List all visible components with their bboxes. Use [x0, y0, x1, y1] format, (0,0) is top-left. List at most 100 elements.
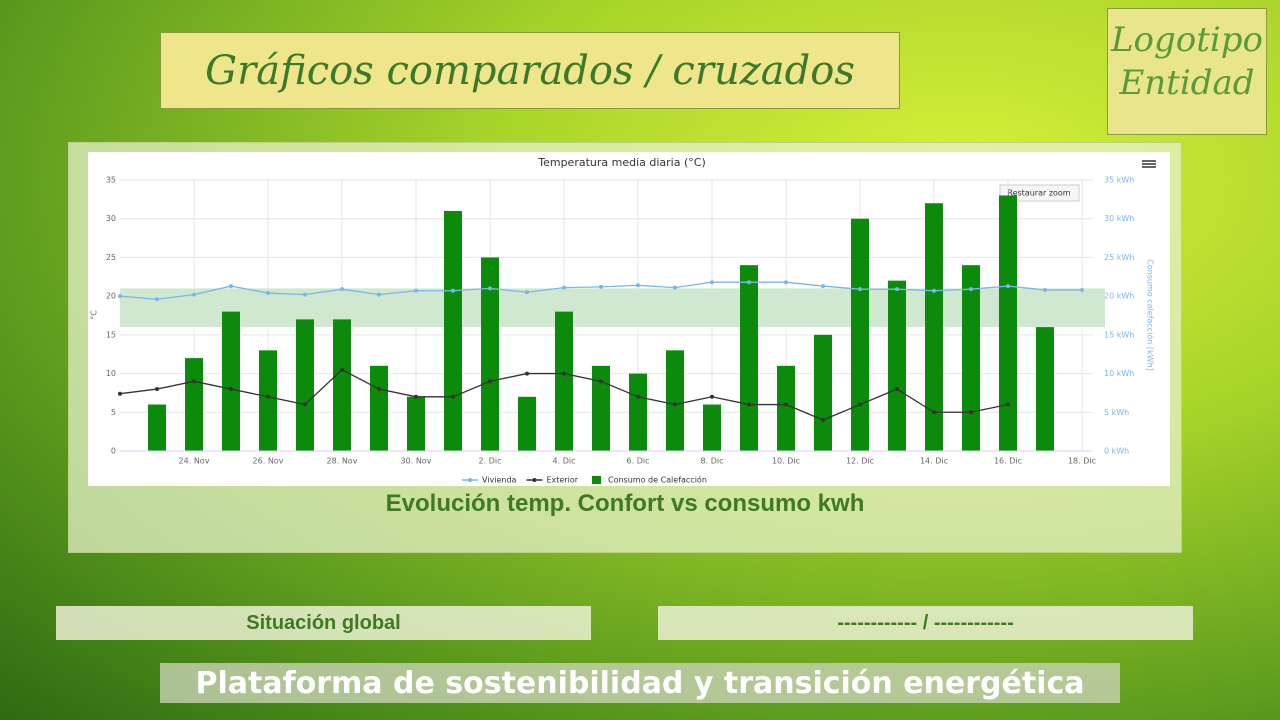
y-tick-label: 15 — [106, 330, 116, 339]
bar — [703, 404, 721, 451]
bar — [222, 311, 240, 451]
point — [747, 402, 751, 407]
point — [488, 286, 492, 291]
point — [155, 387, 159, 392]
point — [451, 288, 455, 293]
bar — [185, 358, 203, 451]
legend-label: Vivienda — [482, 476, 517, 485]
bar — [925, 203, 943, 451]
logo-line: Entidad — [1119, 62, 1255, 103]
point — [488, 379, 492, 384]
x-tick-label: 14. Dic — [920, 457, 948, 466]
point — [451, 394, 455, 399]
y2-tick-label: 35 kWh — [1104, 176, 1134, 185]
x-tick-label: 16. Dic — [994, 457, 1022, 466]
point — [932, 410, 936, 415]
point — [118, 391, 122, 396]
y-tick-label: 20 — [106, 292, 116, 301]
x-tick-label: 30. Nov — [401, 457, 432, 466]
bar — [888, 280, 906, 451]
bar — [259, 350, 277, 451]
point — [562, 371, 566, 376]
y2-tick-label: 15 kWh — [1104, 330, 1134, 339]
point — [895, 287, 899, 292]
bar — [444, 210, 462, 451]
point — [303, 292, 307, 297]
point — [229, 284, 233, 289]
point — [710, 394, 714, 399]
legend-swatch — [592, 476, 601, 484]
y2-axis-title: Consumo calefacción [kWh] — [1146, 259, 1156, 371]
header-title: Gráficos comparados / cruzados — [160, 32, 900, 109]
point — [266, 291, 270, 296]
point — [229, 387, 233, 392]
point — [192, 292, 196, 297]
bar — [740, 265, 758, 451]
bar — [333, 319, 351, 451]
point — [784, 280, 788, 285]
bar — [555, 311, 573, 451]
y2-tick-label: 20 kWh — [1104, 292, 1134, 301]
menu-icon[interactable] — [1142, 160, 1156, 168]
y2-tick-label: 30 kWh — [1104, 214, 1134, 223]
x-tick-label: 24. Nov — [179, 457, 210, 466]
point — [340, 367, 344, 372]
point — [414, 288, 418, 293]
y-tick-label: 10 — [106, 369, 116, 378]
x-tick-label: 6. Dic — [627, 457, 650, 466]
point — [969, 287, 973, 292]
point — [858, 402, 862, 407]
point — [1006, 402, 1010, 407]
bar — [518, 396, 536, 451]
point — [784, 402, 788, 407]
panel-left: Situación global — [56, 606, 591, 640]
point — [969, 410, 973, 415]
point — [266, 394, 270, 399]
y-tick-label: 5 — [111, 408, 116, 417]
bar — [777, 365, 795, 451]
point — [377, 292, 381, 297]
bar — [962, 265, 980, 451]
y2-tick-label: 5 kWh — [1104, 408, 1129, 417]
point — [932, 288, 936, 293]
point — [377, 387, 381, 392]
point — [710, 280, 714, 285]
point — [414, 394, 418, 399]
legend-swatch — [532, 478, 537, 482]
point — [599, 379, 603, 384]
point — [562, 285, 566, 290]
chart: Temperatura media diaria (°C) Restaurar … — [88, 152, 1170, 486]
panel-right: ------------ / ------------ — [658, 606, 1193, 640]
bar — [851, 218, 869, 451]
point — [673, 285, 677, 290]
y2-tick-label: 0 kWh — [1104, 447, 1129, 456]
point — [303, 402, 307, 407]
point — [895, 387, 899, 392]
point — [636, 283, 640, 288]
point — [636, 394, 640, 399]
x-tick-label: 12. Dic — [846, 457, 874, 466]
point — [599, 284, 603, 289]
logo: Logotipo Entidad — [1107, 8, 1267, 135]
bar — [999, 195, 1017, 451]
y2-tick-label: 25 kWh — [1104, 253, 1134, 262]
y-tick-label: 30 — [106, 214, 116, 223]
bar — [629, 373, 647, 451]
point — [821, 284, 825, 289]
y-tick-label: 0 — [111, 447, 116, 456]
legend-label: Exterior — [546, 476, 578, 485]
x-tick-label: 18. Dic — [1068, 457, 1096, 466]
point — [747, 280, 751, 285]
reset-zoom-button[interactable] — [999, 184, 1080, 202]
point — [340, 287, 344, 292]
x-tick-label: 10. Dic — [772, 457, 800, 466]
point — [1080, 287, 1084, 292]
footer: Plataforma de sostenibilidad y transició… — [160, 663, 1120, 703]
point — [858, 287, 862, 292]
bar — [481, 257, 499, 451]
chart-title: Temperatura media diaria (°C) — [537, 156, 706, 169]
bar — [592, 365, 610, 451]
x-tick-label: 2. Dic — [479, 457, 502, 466]
reset-zoom-label[interactable]: Restaurar zoom — [1007, 189, 1070, 198]
